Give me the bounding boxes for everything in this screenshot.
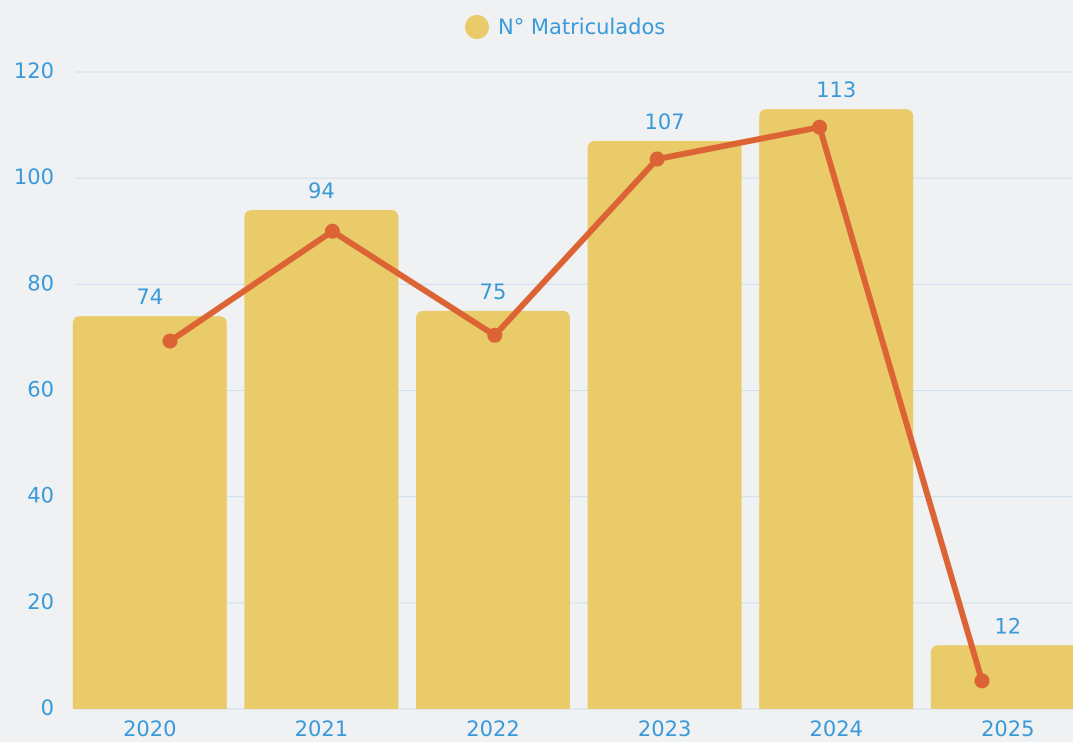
bar: [930, 645, 1073, 709]
x-tick-label: 2021: [295, 717, 348, 741]
y-tick-label: 120: [14, 59, 54, 83]
line-point: [324, 223, 340, 239]
x-tick-label: 2020: [123, 717, 176, 741]
data-label: 75: [480, 280, 507, 304]
line-point: [649, 151, 665, 167]
y-tick-label: 80: [27, 271, 54, 295]
bar: [587, 141, 742, 710]
line: [168, 124, 985, 682]
x-tick-label: 2024: [809, 717, 862, 741]
y-tick-label: 0: [41, 696, 54, 720]
x-tick-label: 2022: [466, 717, 519, 741]
y-tick-label: 100: [14, 165, 54, 189]
line-point: [162, 333, 178, 349]
line-point: [974, 673, 990, 689]
data-label: 107: [645, 110, 685, 134]
y-tick-label: 20: [27, 590, 54, 614]
data-label: 74: [136, 285, 163, 309]
bar: [244, 210, 399, 709]
y-tick-label: 60: [27, 378, 54, 402]
x-tick-label: 2025: [981, 717, 1034, 741]
line-point: [812, 119, 828, 135]
bar: [72, 316, 227, 709]
legend-label: N° Matriculados: [498, 15, 665, 39]
data-label: 113: [816, 78, 856, 102]
data-label: 12: [994, 614, 1021, 638]
data-label: 94: [308, 179, 335, 203]
bar: [416, 310, 570, 709]
x-tick-label: 2023: [638, 717, 691, 741]
y-tick-label: 40: [27, 484, 54, 508]
legend-swatch: [465, 15, 489, 39]
line-point: [487, 327, 503, 343]
bar: [759, 109, 914, 710]
